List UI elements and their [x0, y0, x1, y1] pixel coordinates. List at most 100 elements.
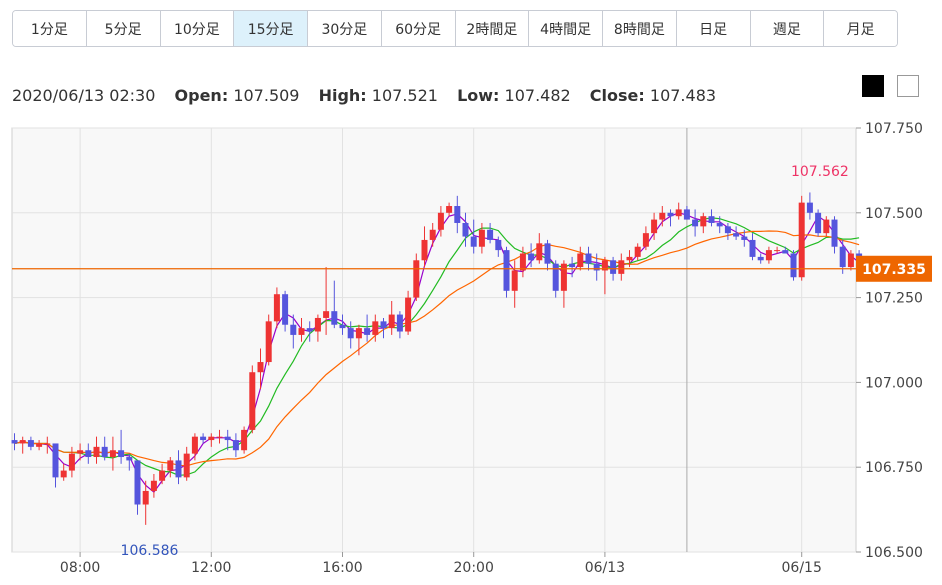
candle-body [167, 460, 174, 471]
y-tick-label: 106.500 [865, 545, 923, 561]
candle-body [610, 260, 617, 274]
candle-body [454, 206, 461, 223]
candle-body [306, 328, 313, 332]
candle-body [560, 263, 567, 291]
candle-body [487, 229, 494, 240]
candle-body [331, 311, 338, 325]
candle-body [85, 450, 92, 458]
timeframe-tab[interactable]: 10分足 [160, 11, 235, 46]
timeframe-tab[interactable]: 15分足 [234, 11, 308, 46]
candle-body [692, 219, 699, 227]
y-tick-label: 107.000 [865, 375, 923, 391]
candle-body [585, 253, 592, 264]
timeframe-tab[interactable]: 月足 [824, 11, 897, 46]
candle-body [569, 263, 576, 268]
timeframe-tab[interactable]: 8時間足 [603, 11, 677, 46]
candle-body [519, 253, 526, 271]
candle-body [265, 321, 272, 363]
candle-body [323, 311, 330, 318]
ohlc-info: 2020/06/13 02:30 Open: 107.509 High: 107… [12, 86, 716, 105]
candle-body [290, 324, 297, 335]
timeframe-tab[interactable]: 2時間足 [455, 11, 530, 46]
candle-body [749, 239, 756, 257]
candle-body [544, 243, 551, 264]
candle-body [667, 212, 674, 217]
candle-body [536, 243, 543, 261]
y-tick-label: 106.750 [865, 460, 923, 476]
candle-body [77, 450, 84, 454]
candle-body [314, 317, 321, 332]
candle-body [708, 216, 715, 223]
candle-body [741, 236, 748, 240]
candle-body [429, 229, 436, 240]
candle-body [683, 209, 690, 220]
timeframe-tab[interactable]: 日足 [676, 11, 751, 46]
candle-body [118, 450, 125, 458]
timeframe-tab[interactable]: 30分足 [308, 11, 382, 46]
timeframe-tab[interactable]: 5分足 [86, 11, 161, 46]
candle-body [675, 209, 682, 217]
candle-body [101, 446, 108, 458]
candle-body [405, 297, 412, 332]
y-tick-label: 107.500 [865, 206, 923, 222]
candle-body [93, 446, 100, 458]
candle-body [462, 222, 469, 237]
candle-body [150, 480, 157, 491]
current-price-label: 107.335 [862, 262, 926, 278]
timeframe-tabs: 1分足 5分足 10分足 15分足 30分足 60分足 2時間足 4時間足 8時間足 日足 週足 月足 [12, 10, 898, 47]
candle-body [347, 328, 354, 339]
min-price-label: 106.586 [121, 543, 179, 559]
candle-body [757, 256, 764, 261]
timeframe-tab[interactable]: 4時間足 [529, 11, 603, 46]
candle-body [831, 219, 838, 247]
candle-body [806, 202, 813, 213]
candle-body [372, 321, 379, 335]
light-theme-button[interactable] [897, 75, 919, 97]
x-tick-label: 06/15 [782, 560, 822, 576]
candle-body [659, 212, 666, 220]
candle-body [339, 324, 346, 329]
candle-body [839, 246, 846, 268]
candle-body [700, 216, 707, 227]
candle-body [495, 239, 502, 251]
candle-body [208, 436, 215, 441]
candle-body [782, 250, 789, 254]
candle-body [200, 436, 207, 441]
moving-average-line [14, 230, 860, 467]
candle-body [191, 436, 198, 454]
candle-body [511, 270, 518, 291]
candle-body [249, 372, 256, 430]
candle-body [847, 253, 854, 268]
timeframe-tab[interactable]: 週足 [750, 11, 825, 46]
candle-body [11, 440, 18, 444]
candle-body [298, 328, 305, 335]
candle-body [724, 226, 731, 234]
candle-body [282, 294, 289, 325]
timeframe-tab[interactable]: 60分足 [381, 11, 456, 46]
candle-body [134, 460, 141, 505]
candle-body [716, 222, 723, 227]
candle-body [528, 253, 535, 261]
dark-theme-button[interactable] [862, 75, 884, 97]
candle-body [175, 460, 182, 478]
current-price-badge [856, 255, 932, 282]
ohlc-datetime: 2020/06/13 02:30 [12, 86, 156, 105]
candle-body [577, 253, 584, 268]
candle-body [774, 250, 781, 252]
open-value: 107.509 [233, 86, 300, 105]
timeframe-tab[interactable]: 1分足 [13, 11, 87, 46]
x-tick-label: 20:00 [454, 560, 494, 576]
candle-body [396, 314, 403, 332]
y-tick-label: 107.250 [865, 291, 923, 307]
candle-body [364, 328, 371, 335]
candle-body [126, 457, 133, 461]
candle-body [109, 450, 116, 458]
candle-body [159, 470, 166, 481]
candle-body [552, 263, 559, 291]
candle-body [27, 440, 34, 447]
candle-body [478, 229, 485, 247]
candle-body [823, 219, 830, 234]
candle-body [68, 453, 75, 471]
candle-body [183, 453, 190, 478]
